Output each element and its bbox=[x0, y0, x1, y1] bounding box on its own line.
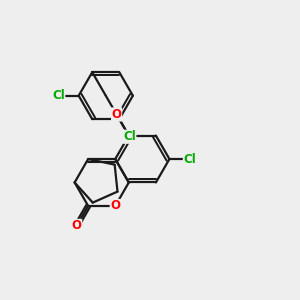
Text: O: O bbox=[112, 108, 122, 121]
Text: O: O bbox=[72, 219, 82, 232]
Text: Cl: Cl bbox=[183, 152, 196, 166]
Text: Cl: Cl bbox=[123, 130, 136, 143]
Text: O: O bbox=[110, 200, 120, 212]
Text: Cl: Cl bbox=[52, 89, 65, 102]
